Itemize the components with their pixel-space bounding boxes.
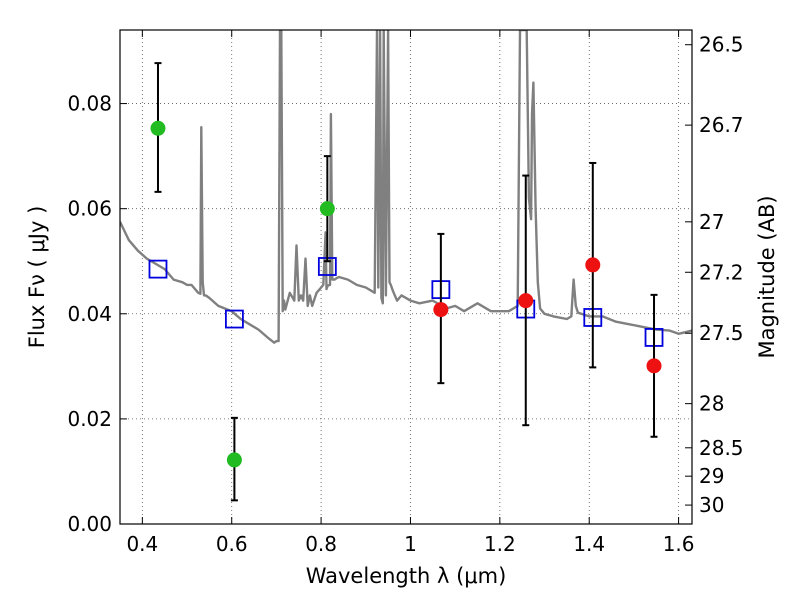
green-data-point xyxy=(319,201,335,217)
y2-tick-label: 28.5 xyxy=(699,436,744,460)
red-data-point xyxy=(585,257,601,273)
x-axis-label: Wavelength λ (μm) xyxy=(306,564,507,588)
y2-tick-label: 30 xyxy=(699,493,724,517)
y-tick-label: 0.04 xyxy=(67,302,112,326)
y2-tick-label: 26.7 xyxy=(699,113,744,137)
y-tick-label: 0.08 xyxy=(67,92,112,116)
y-axis-label: Flux Fν ( μJy ) xyxy=(25,206,49,349)
y2-tick-label: 29 xyxy=(699,464,724,488)
y-tick-label: 0.06 xyxy=(67,197,112,221)
y-tick-label: 0.02 xyxy=(67,407,112,431)
plot-area xyxy=(120,30,692,502)
y2-tick-label: 28 xyxy=(699,392,724,416)
data-group xyxy=(120,30,692,502)
plot-frame xyxy=(119,29,693,525)
x-tick-label: 0.4 xyxy=(126,532,158,556)
y2-tick-label: 27 xyxy=(699,210,724,234)
model-photometry-square xyxy=(148,259,168,279)
y2-tick-label: 27.2 xyxy=(699,260,744,284)
x-tick-label: 1.2 xyxy=(484,532,516,556)
red-data-point xyxy=(518,293,534,309)
model-spectrum-line xyxy=(120,30,692,344)
red-data-point xyxy=(433,302,449,318)
x-tick-label: 1.4 xyxy=(573,532,605,556)
y-tick-label: 0.00 xyxy=(67,512,112,536)
y2-tick-label: 26.5 xyxy=(699,33,744,57)
x-tick-label: 1.6 xyxy=(663,532,695,556)
y2-tick-label: 27.5 xyxy=(699,321,744,345)
x-tick-label: 0.8 xyxy=(305,532,337,556)
x-tick-label: 1 xyxy=(404,532,417,556)
grid-lines xyxy=(120,30,692,525)
green-data-point xyxy=(226,452,242,468)
model-photometry-square xyxy=(224,309,244,329)
axis-ticks: 0.4 0.6 0.8 1 1.2 1.4 1.6 0.00 0.02 0.04 0.06 0.08 2… xyxy=(67,30,744,556)
y2-axis-label: Magnitude (AB) xyxy=(755,195,779,358)
x-tick-label: 0.6 xyxy=(216,532,248,556)
green-data-point xyxy=(150,120,166,136)
red-data-point xyxy=(646,358,662,374)
